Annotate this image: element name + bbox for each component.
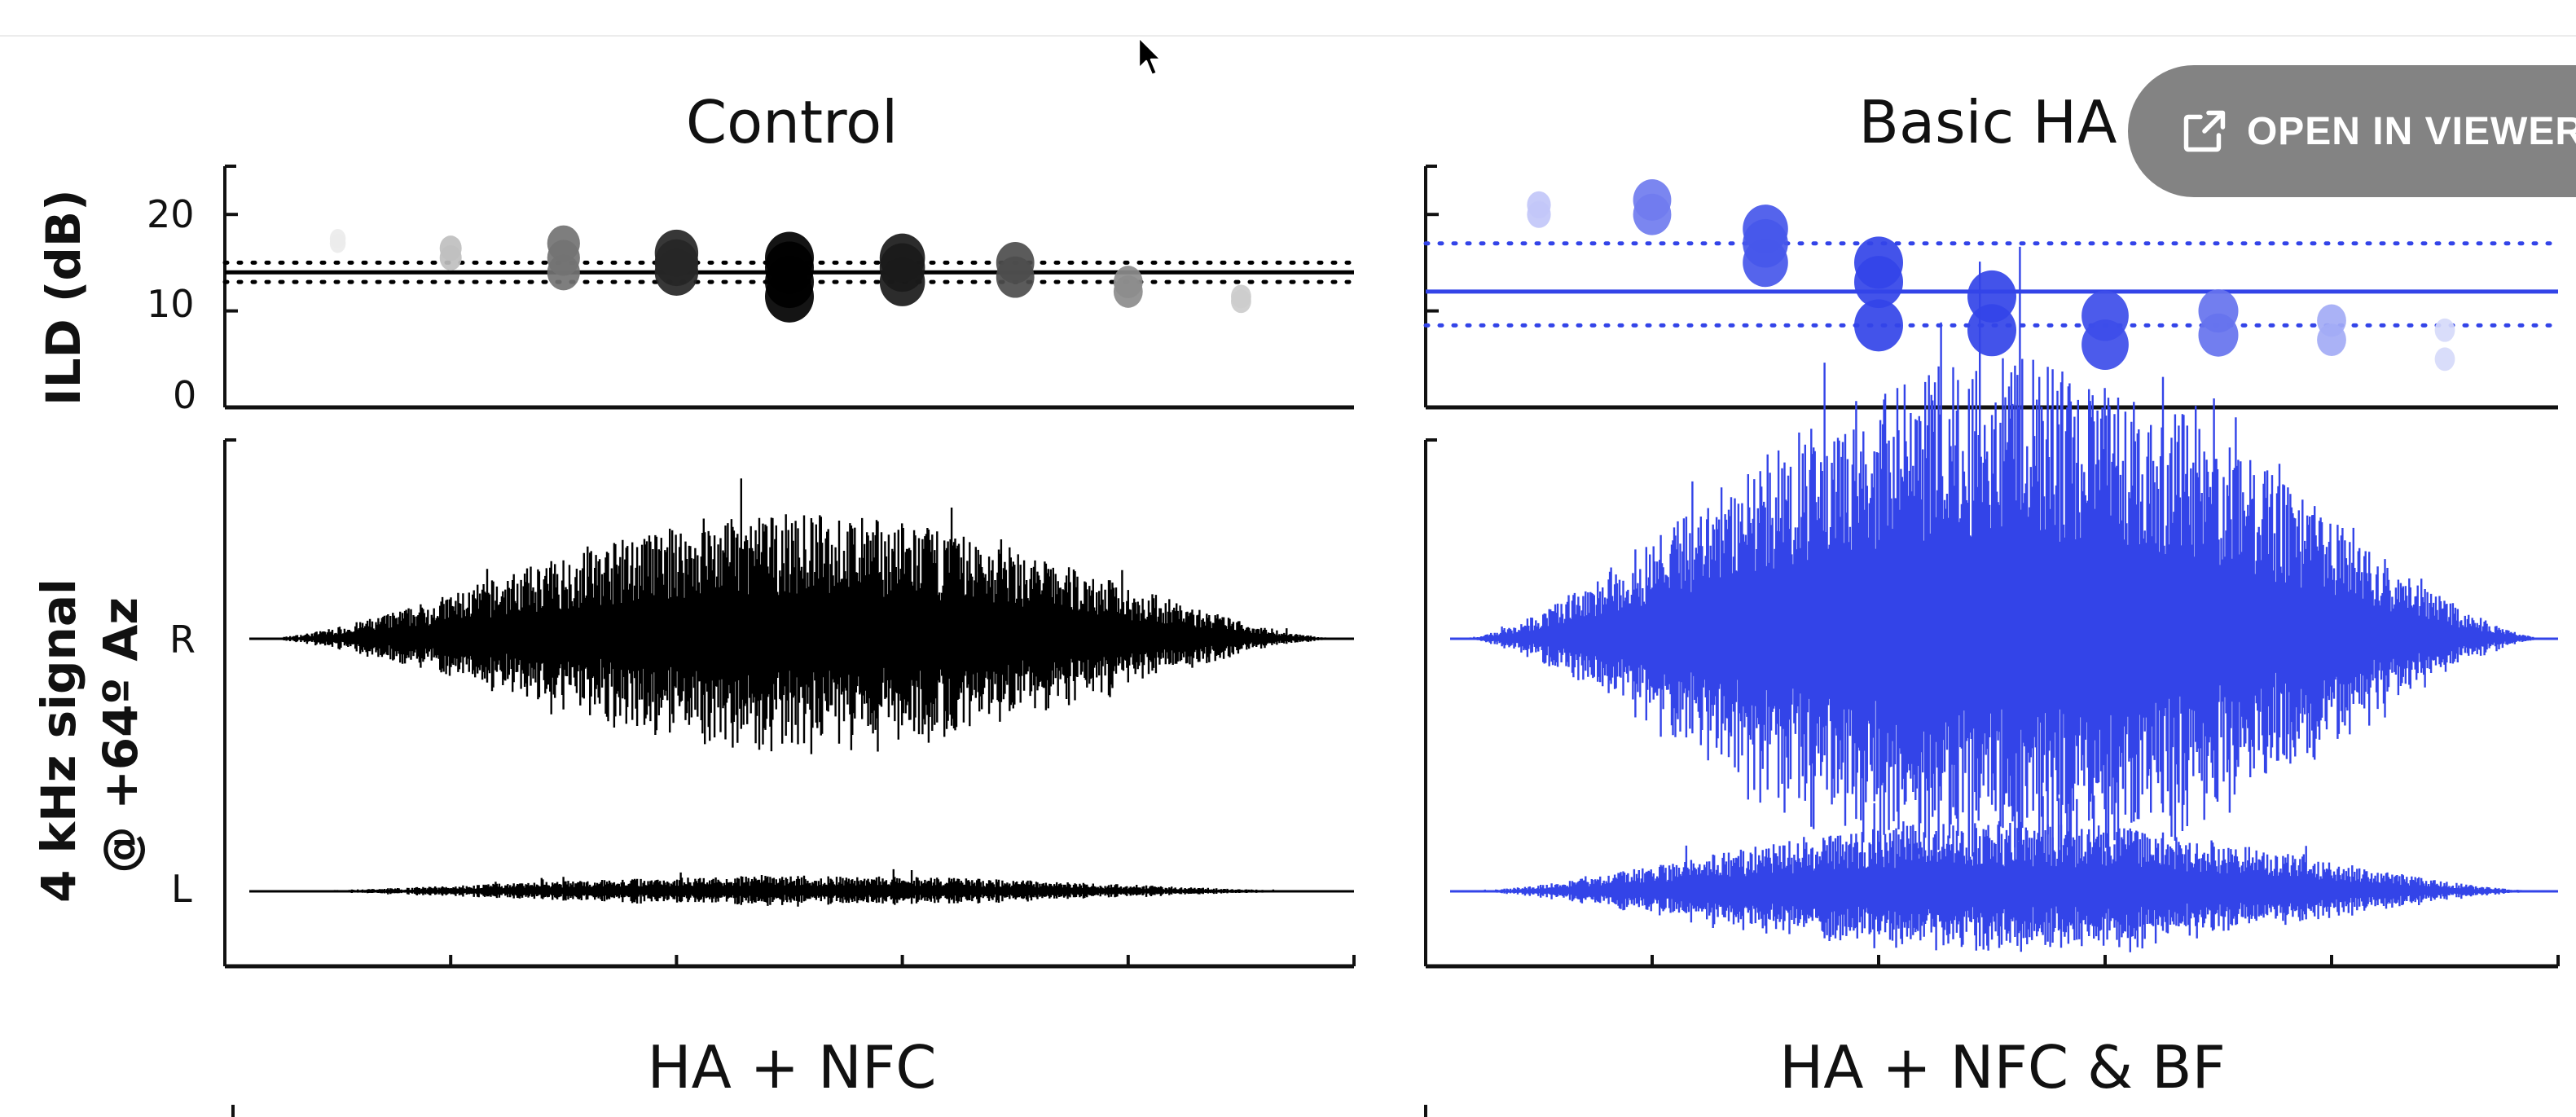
ild-point [2081, 290, 2129, 341]
ild-point [1231, 284, 1251, 309]
ild-point [2317, 304, 2346, 337]
channel-label-r: R [169, 618, 196, 662]
open-in-viewer-label: OPEN IN VIEWER [2246, 109, 2576, 153]
ild-tick-10: 10 [147, 282, 195, 326]
panel-title-basic-ha: Basic HA [1858, 88, 2117, 156]
channel-label-l: L [171, 867, 192, 911]
ild-point [1854, 299, 1903, 352]
panel-title-ha-nfc-bf: HA + NFC & BF [1779, 1033, 2226, 1102]
ild-point [1633, 179, 1672, 221]
ild-plot-basic-ha [1423, 165, 2561, 410]
ild-point [329, 229, 346, 248]
top-divider [0, 35, 2576, 37]
ild-point [1854, 236, 1903, 289]
ild-point [879, 233, 925, 283]
signal-waveform-r [1459, 246, 2547, 904]
open-in-viewer-button[interactable]: OPEN IN VIEWER [2128, 65, 2576, 197]
panel-title-control: Control [685, 88, 899, 156]
ild-point [1113, 266, 1143, 298]
signal-waveform-r [260, 478, 1345, 754]
signal-waveform-l [1461, 795, 2545, 952]
ild-tick-20: 20 [147, 192, 195, 236]
signal-waveform-l [267, 869, 1333, 907]
ild-point [1743, 204, 1788, 253]
ild-tick-0: 0 [173, 373, 197, 417]
ild-point [547, 225, 580, 262]
ild-point [1967, 270, 2016, 323]
panel-title-ha-nfc: HA + NFC [647, 1033, 937, 1102]
ild-point [2434, 318, 2455, 342]
signal-plot-basic-ha [1424, 246, 2560, 969]
mouse-cursor-icon [1137, 36, 1163, 77]
ild-point [654, 229, 699, 277]
ild-point [996, 242, 1035, 284]
ild-point [439, 235, 462, 262]
ild-plot-control [222, 165, 1356, 410]
ild-point [2198, 289, 2239, 333]
signal-axis-label-line2: @ +64º Az [93, 596, 148, 873]
signal-plot-control [223, 438, 1356, 969]
ild-axis-label: ILD (dB) [36, 189, 91, 406]
ild-point [2434, 347, 2455, 372]
ild-point [1527, 191, 1551, 218]
open-external-icon [2183, 110, 2226, 152]
signal-axis-label-line1: 4 kHz signal [31, 578, 86, 903]
ild-point [765, 231, 814, 284]
